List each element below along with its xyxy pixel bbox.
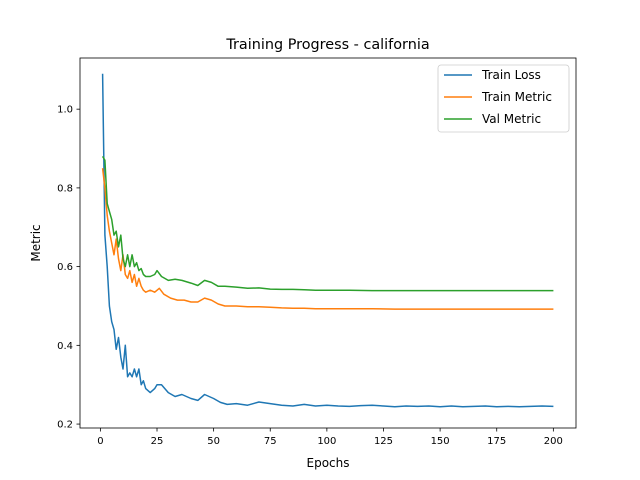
x-tick-label: 175 (487, 436, 506, 447)
series-line-1 (101, 168, 554, 310)
x-tick-label: 200 (544, 436, 563, 447)
chart-title: Training Progress - california (225, 37, 429, 53)
x-tick-label: 150 (431, 436, 450, 447)
legend: Train Loss Train Metric Val Metric (437, 64, 570, 133)
x-tick-label: 0 (97, 436, 103, 447)
y-tick-label: 0.2 (57, 420, 73, 431)
series-line-0 (101, 73, 554, 408)
legend-label-0: Train Loss (481, 68, 541, 82)
legend-label-2: Val Metric (482, 112, 541, 126)
x-tick-label: 100 (317, 436, 336, 447)
x-axis-label: Epochs (307, 456, 350, 470)
legend-entries: Train Loss Train Metric Val Metric (444, 68, 552, 126)
y-tick-label: 0.8 (57, 183, 73, 194)
legend-box (437, 64, 570, 133)
x-tick-label: 25 (151, 436, 164, 447)
plot-frame (79, 57, 577, 429)
series-layer (101, 73, 554, 408)
x-tick-label: 50 (207, 436, 220, 447)
x-tick-label: 125 (374, 436, 393, 447)
x-axis: 0 25 50 75 100 125 150 175 200 (97, 428, 563, 447)
y-tick-label: 0.6 (57, 262, 73, 273)
y-axis: 0.2 0.4 0.6 0.8 1.0 (57, 105, 80, 431)
y-axis-label: Metric (29, 224, 43, 261)
y-tick-label: 1.0 (57, 105, 73, 116)
y-tick-label: 0.4 (57, 341, 73, 352)
series-line-2 (101, 156, 554, 292)
legend-label-1: Train Metric (481, 90, 552, 104)
x-tick-label: 75 (264, 436, 277, 447)
